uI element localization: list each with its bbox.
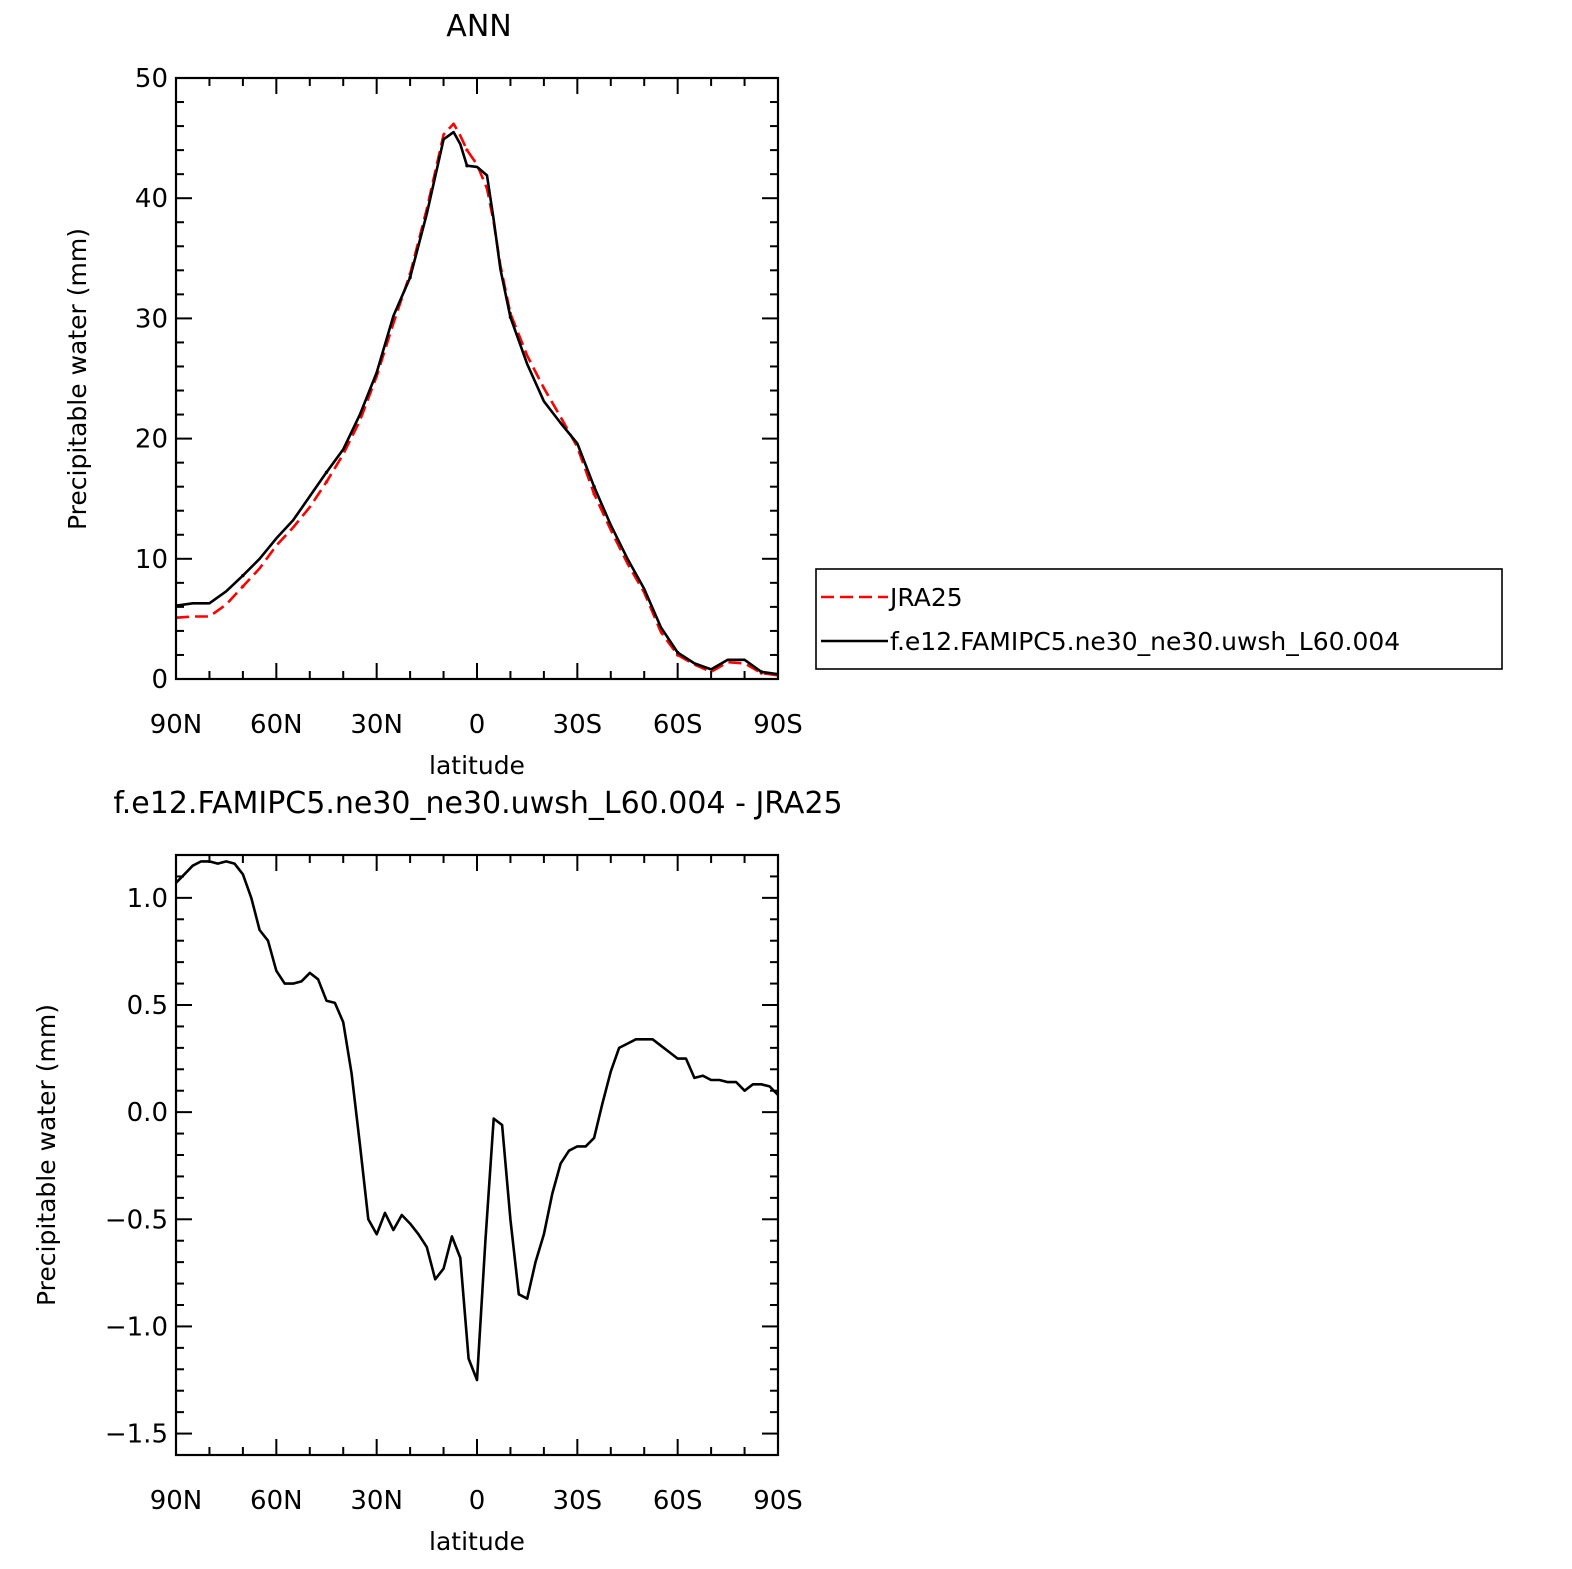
bottom-y-tick-label: −1.5 <box>105 1420 168 1450</box>
top-y-tick-label: 50 <box>135 64 168 94</box>
bottom-x-tick-label: 90N <box>150 1486 203 1516</box>
bottom-x-ticks: 90N 60N 30N 0 30S 60S 90S <box>150 855 803 1516</box>
top-series-line-0 <box>176 122 778 677</box>
bottom-x-tick-label: 30S <box>553 1486 603 1516</box>
bottom-x-tick-label: 0 <box>469 1486 486 1516</box>
bottom-y-tick-label: 0.0 <box>127 1098 168 1128</box>
top-series-1-data-point <box>324 470 329 474</box>
top-y-ticks: 0 10 20 30 40 50 <box>135 64 778 695</box>
bottom-series-lines <box>176 860 778 1382</box>
top-plot-frame <box>174 76 780 681</box>
top-series-lines <box>176 122 778 678</box>
legend-label-model: f.e12.FAMIPC5.ne30_ne30.uwsh_L60.004 <box>890 627 1400 656</box>
top-y-tick-label: 20 <box>135 425 168 455</box>
top-series-1-data-point <box>408 275 412 280</box>
bottom-y-tick-label: 1.0 <box>127 884 168 914</box>
top-x-tick-label: 30S <box>553 710 603 740</box>
bottom-y-tick-label: −1.0 <box>105 1312 168 1342</box>
top-series-1-data-point <box>759 670 763 674</box>
bottom-x-tick-label: 60N <box>250 1486 303 1516</box>
top-legend: JRA25 f.e12.FAMIPC5.ne30_ne30.uwsh_L60.0… <box>815 568 1503 670</box>
top-y-axis-label: Precipitable water (mm) <box>63 228 92 530</box>
top-x-tick-label: 60N <box>250 710 303 740</box>
top-x-tick-label: 90N <box>150 710 203 740</box>
bottom-series-line-0 <box>176 860 778 1382</box>
top-series-1-data-point <box>592 485 596 489</box>
bottom-x-tick-label: 60S <box>653 1486 703 1516</box>
legend-box <box>815 568 1503 670</box>
legend-label-jra25: JRA25 <box>888 583 963 612</box>
top-series-1-data-point <box>241 573 245 578</box>
top-y-tick-label: 10 <box>135 545 168 575</box>
top-series-1-data-point <box>465 164 469 168</box>
top-x-tick-label: 0 <box>469 710 486 740</box>
bottom-plot-frame <box>174 853 780 1457</box>
top-series-1-data-point <box>508 315 513 319</box>
top-x-tick-label: 90S <box>753 710 803 740</box>
bottom-panel: f.e12.FAMIPC5.ne30_ne30.uwsh_L60.004 - J… <box>32 786 843 1556</box>
bottom-chart-title: f.e12.FAMIPC5.ne30_ne30.uwsh_L60.004 - J… <box>113 786 842 821</box>
bottom-y-tick-label: −0.5 <box>105 1205 168 1235</box>
bottom-x-tick-label: 90S <box>753 1486 803 1516</box>
top-series-0-data-point <box>592 492 596 496</box>
top-x-ticks: 90N 60N 30N 0 30S 60S 90S <box>150 78 803 740</box>
top-x-tick-label: 60S <box>653 710 703 740</box>
top-series-0-data-point <box>241 584 245 589</box>
top-y-tick-label: 0 <box>151 665 168 695</box>
bottom-y-ticks: −1.5 −1.0 −0.5 0.0 0.5 1.0 <box>105 854 778 1456</box>
bottom-x-axis-label: latitude <box>429 1527 525 1556</box>
top-y-tick-label: 40 <box>135 184 168 214</box>
top-panel: ANN 0 10 20 30 40 50 90N 60N 30N 0 30S 60S 90S Prec… <box>63 9 1503 780</box>
top-x-axis-label: latitude <box>429 751 525 780</box>
top-y-tick-label: 30 <box>135 304 168 334</box>
top-x-tick-label: 30N <box>350 710 403 740</box>
top-series-0-data-point <box>465 148 469 152</box>
top-series-1-data-point <box>676 650 680 655</box>
top-series-line-1 <box>176 130 778 676</box>
top-chart-title: ANN <box>446 9 511 44</box>
bottom-x-tick-label: 30N <box>350 1486 403 1516</box>
bottom-y-tick-label: 0.5 <box>127 991 168 1021</box>
top-series-0-data-point <box>324 480 329 484</box>
bottom-y-axis-label: Precipitable water (mm) <box>32 1004 61 1306</box>
